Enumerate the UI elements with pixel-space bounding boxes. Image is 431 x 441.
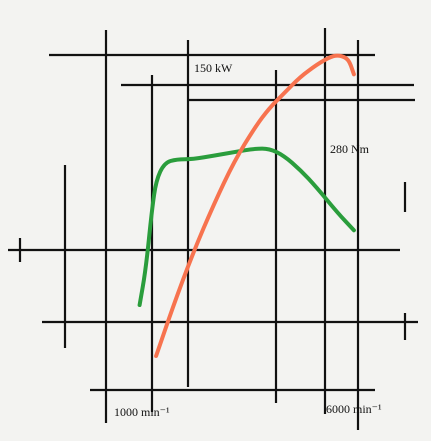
torque-curve — [137, 146, 356, 307]
x-tick-label-1000: 1000 min⁻¹ — [114, 405, 170, 419]
chart-series — [137, 53, 356, 358]
torque-peak-label: 280 Nm — [330, 142, 370, 156]
chart-grid — [8, 28, 418, 430]
x-tick-label-6000: 6000 min⁻¹ — [326, 402, 382, 416]
power-curve — [154, 53, 356, 358]
power-peak-label: 150 kW — [194, 61, 233, 75]
